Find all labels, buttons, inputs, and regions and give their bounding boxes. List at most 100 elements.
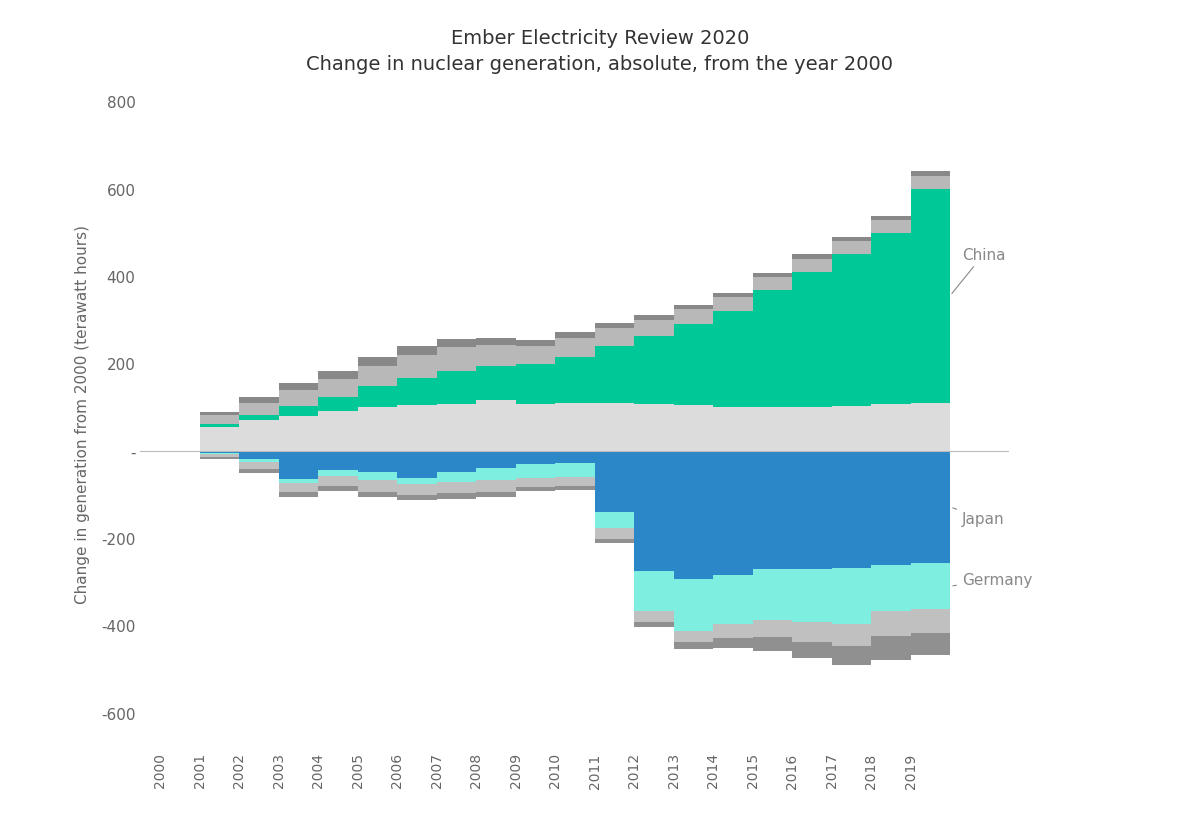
Bar	[595, 451, 634, 512]
Bar	[792, 569, 832, 622]
Bar	[595, 329, 634, 346]
Bar	[278, 483, 318, 492]
Bar	[516, 341, 556, 346]
Bar	[239, 462, 278, 470]
Bar	[437, 340, 476, 347]
Bar	[792, 622, 832, 642]
Bar	[239, 470, 278, 473]
Bar	[752, 291, 792, 408]
Bar	[199, 453, 239, 455]
Bar	[832, 255, 871, 406]
Bar	[318, 451, 358, 471]
Bar	[278, 383, 318, 390]
Bar	[278, 416, 318, 451]
Bar	[871, 404, 911, 451]
Bar	[476, 401, 516, 451]
Bar	[516, 404, 556, 451]
Bar	[556, 333, 595, 339]
Bar	[437, 451, 476, 473]
Bar	[713, 451, 752, 576]
Bar	[318, 477, 358, 486]
Bar	[397, 484, 437, 495]
Bar	[634, 315, 673, 321]
Bar	[595, 324, 634, 329]
Bar	[199, 455, 239, 458]
Bar	[278, 479, 318, 483]
Text: China: China	[952, 247, 1006, 294]
Bar	[871, 611, 911, 636]
Bar	[556, 464, 595, 477]
Bar	[199, 424, 239, 428]
Bar	[239, 398, 278, 403]
Bar	[752, 408, 792, 451]
Bar	[792, 642, 832, 658]
Bar	[911, 403, 950, 451]
Bar	[556, 477, 595, 486]
Bar	[239, 415, 278, 421]
Bar	[199, 428, 239, 451]
Text: Change in nuclear generation, absolute, from the year 2000: Change in nuclear generation, absolute, …	[306, 55, 894, 74]
Bar	[871, 636, 911, 660]
Bar	[358, 492, 397, 497]
Bar	[239, 459, 278, 462]
Bar	[397, 451, 437, 478]
Bar	[437, 404, 476, 451]
Bar	[792, 255, 832, 260]
Bar	[595, 539, 634, 544]
Bar	[358, 451, 397, 473]
Y-axis label: Change in generation from 2000 (terawatt hours): Change in generation from 2000 (terawatt…	[74, 224, 90, 604]
Bar	[437, 473, 476, 482]
Bar	[911, 563, 950, 609]
Text: Japan: Japan	[953, 509, 1004, 526]
Bar	[199, 451, 239, 453]
Bar	[397, 347, 437, 355]
Bar	[476, 468, 516, 481]
Bar	[713, 311, 752, 408]
Bar	[476, 338, 516, 345]
Bar	[358, 473, 397, 481]
Bar	[278, 390, 318, 406]
Bar	[437, 371, 476, 404]
Text: Germany: Germany	[953, 572, 1032, 587]
Bar	[516, 364, 556, 404]
Bar	[397, 495, 437, 500]
Bar	[713, 625, 752, 639]
Bar	[556, 339, 595, 357]
Bar	[792, 273, 832, 408]
Bar	[595, 403, 634, 451]
Bar	[911, 451, 950, 563]
Bar	[318, 371, 358, 379]
Bar	[437, 494, 476, 499]
Bar	[911, 609, 950, 633]
Bar	[318, 486, 358, 491]
Bar	[634, 337, 673, 404]
Bar	[752, 638, 792, 652]
Bar	[199, 458, 239, 459]
Bar	[673, 305, 713, 310]
Bar	[634, 321, 673, 337]
Bar	[752, 451, 792, 569]
Bar	[556, 357, 595, 403]
Bar	[911, 172, 950, 176]
Bar	[278, 492, 318, 498]
Bar	[318, 379, 358, 397]
Bar	[832, 646, 871, 666]
Bar	[595, 529, 634, 539]
Bar	[318, 471, 358, 477]
Bar	[358, 387, 397, 408]
Bar	[871, 221, 911, 234]
Bar	[673, 451, 713, 580]
Bar	[358, 408, 397, 451]
Bar	[634, 451, 673, 571]
Bar	[476, 451, 516, 468]
Bar	[832, 242, 871, 255]
Bar	[199, 412, 239, 416]
Bar	[713, 408, 752, 451]
Bar	[595, 346, 634, 403]
Bar	[476, 481, 516, 492]
Bar	[239, 403, 278, 415]
Bar	[358, 357, 397, 366]
Bar	[476, 345, 516, 366]
Bar	[713, 576, 752, 625]
Bar	[358, 366, 397, 387]
